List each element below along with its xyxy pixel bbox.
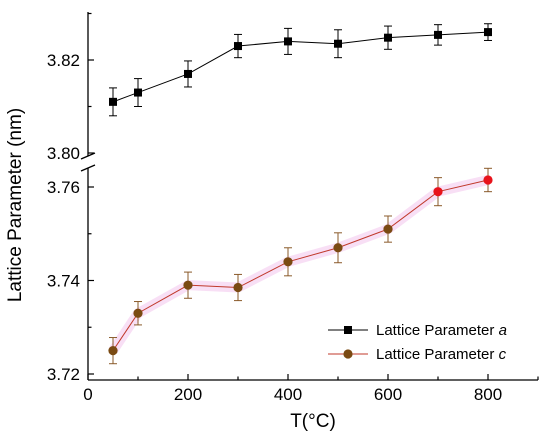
data-point [108, 346, 118, 356]
legend: Lattice Parameter a Lattice Parameter c [328, 322, 507, 363]
axis-break-mark [80, 152, 96, 160]
data-point [234, 42, 242, 51]
legend-marker [344, 326, 352, 334]
data-point [484, 28, 492, 37]
data-point [183, 280, 193, 290]
axes [80, 12, 538, 381]
series-lattice-a [109, 23, 492, 117]
x-tick-label: 200 [174, 385, 202, 404]
x-axis-title: T(°C) [290, 411, 336, 432]
x-tick-label: 800 [474, 385, 502, 404]
legend-label: Lattice Parameter c [376, 346, 507, 363]
data-point [333, 243, 343, 253]
data-point [109, 97, 117, 106]
axis-break-mark [80, 164, 96, 172]
data-point [384, 33, 392, 42]
y-tick-label: 3.76 [47, 178, 80, 197]
legend-label: Lattice Parameter a [376, 322, 507, 339]
series-lattice-c [108, 167, 493, 365]
data-point [334, 39, 342, 48]
y-tick-label: 3.74 [47, 272, 80, 291]
data-point [184, 69, 192, 78]
y-tick-label: 3.72 [47, 365, 80, 384]
legend-marker [343, 349, 353, 359]
data-point [483, 175, 493, 185]
data-point [383, 224, 393, 234]
y-tick-label: 3.82 [47, 51, 80, 70]
data-point [233, 282, 243, 293]
y-tick-label: 3.80 [47, 144, 80, 163]
x-tick-label: 400 [274, 385, 302, 404]
data-point [433, 187, 443, 197]
data-point [434, 30, 442, 39]
data-point [134, 88, 142, 97]
x-tick-label: 600 [374, 385, 402, 404]
y-axis-title: Lattice Parameter (nm) [5, 108, 26, 302]
data-point [284, 37, 292, 46]
data-point [133, 308, 143, 318]
x-tick-label: 0 [83, 385, 92, 404]
x-ticks: 0 200 400 600 800 [83, 374, 539, 404]
data-point [283, 257, 293, 267]
y-ticks: 3.80 3.82 3.72 3.74 3.76 [47, 12, 94, 384]
